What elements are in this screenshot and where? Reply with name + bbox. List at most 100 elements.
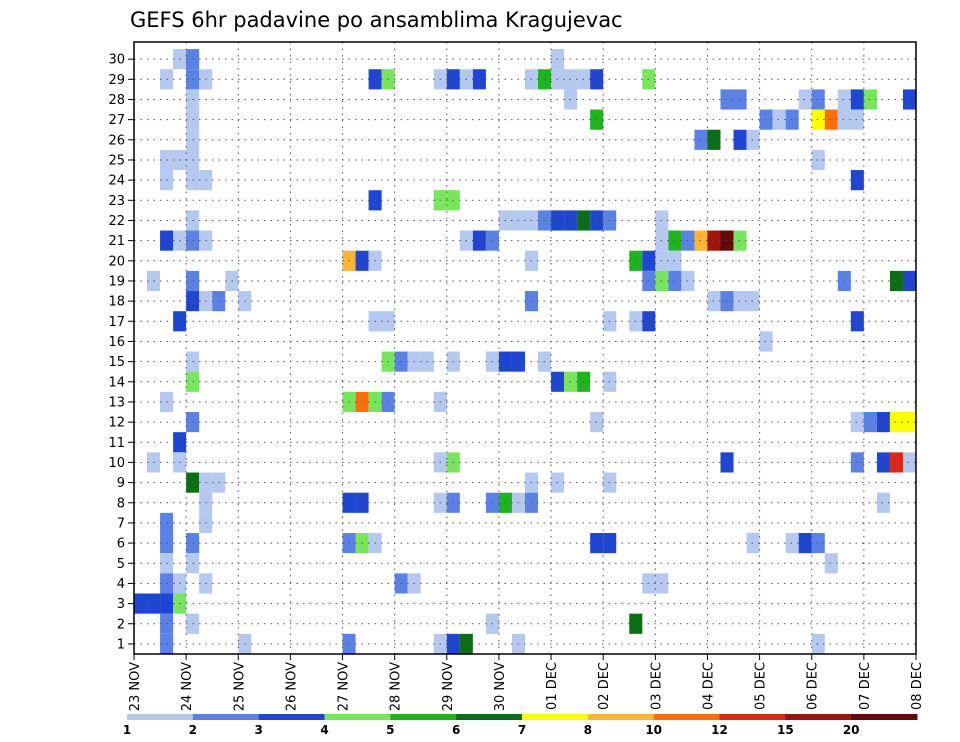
legend-label: 8 (584, 723, 592, 737)
y-tick-label: 13 (108, 395, 125, 410)
cell-149 (876, 452, 890, 473)
plot-frame (133, 41, 917, 655)
x-tick-label: 07 DEC (858, 662, 873, 710)
color-legend: 1 2 3 4 5 6 7 8 10 12 15 20 (123, 714, 918, 737)
grid-lines (134, 42, 916, 654)
legend-swatch (851, 714, 918, 720)
y-tick-label: 9 (117, 476, 125, 491)
cell-177 (746, 533, 760, 554)
cell-37 (850, 109, 864, 130)
y-tick-label: 1 (117, 637, 125, 652)
y-tick-label: 19 (108, 274, 125, 289)
y-tick-label: 8 (117, 496, 125, 511)
cell-77 (720, 230, 734, 251)
cell-50 (850, 170, 864, 191)
cell-140 (889, 412, 903, 433)
x-tick-label: 05 DEC (754, 662, 769, 710)
y-tick-label: 26 (108, 133, 125, 148)
cell-21 (720, 89, 734, 110)
cell-24 (811, 89, 825, 110)
legend-label: 3 (254, 723, 262, 737)
x-tick-label: 26 NOV (284, 662, 299, 711)
cell-183 (824, 553, 838, 574)
y-tick-label: 4 (117, 577, 125, 592)
x-tick-label: 06 DEC (806, 662, 821, 710)
legend-swatch (785, 714, 852, 720)
legend-label: 7 (518, 723, 526, 737)
y-axis: 1234567891011121314151617181920212223242… (108, 53, 134, 652)
cell-103 (720, 291, 734, 312)
cell-112 (850, 311, 864, 332)
cell-95 (889, 270, 903, 292)
y-tick-label: 29 (108, 73, 125, 88)
x-tick-label: 23 NOV (128, 662, 143, 711)
y-tick-label: 22 (108, 214, 125, 229)
cell-178 (785, 533, 799, 554)
cell-147 (720, 452, 734, 473)
cell-180 (811, 533, 825, 554)
cell-105 (746, 291, 760, 312)
legend-label: 10 (645, 723, 662, 737)
x-tick-label: 04 DEC (702, 662, 717, 710)
legend-swatch (192, 714, 260, 720)
legend-label: 15 (777, 723, 794, 737)
x-tick-label: 28 NOV (389, 662, 404, 711)
x-tick-label: 01 DEC (545, 662, 560, 710)
cell-26 (850, 89, 864, 110)
legend-swatch (324, 714, 391, 720)
x-tick-label: 29 NOV (441, 662, 456, 711)
x-tick-label: 02 DEC (597, 662, 612, 710)
y-tick-label: 3 (117, 597, 125, 612)
legend-swatch (522, 714, 589, 720)
legend-label: 2 (189, 723, 197, 737)
cell-35 (824, 109, 838, 130)
y-tick-label: 18 (108, 295, 125, 310)
y-tick-label: 28 (108, 93, 125, 108)
legend-label: 6 (452, 723, 460, 737)
cell-104 (733, 291, 747, 312)
y-tick-label: 6 (117, 537, 125, 552)
legend-swatch (127, 714, 194, 720)
y-tick-label: 2 (117, 617, 125, 632)
legend-swatch (258, 714, 325, 720)
y-tick-label: 5 (117, 557, 125, 572)
legend-label: 1 (123, 723, 131, 737)
y-tick-label: 20 (108, 254, 125, 269)
y-tick-label: 15 (108, 355, 125, 370)
y-tick-label: 27 (108, 113, 125, 128)
cell-28 (902, 89, 916, 110)
cell-42 (746, 129, 760, 150)
cell-27 (863, 89, 877, 110)
y-tick-label: 12 (108, 416, 125, 431)
x-tick-label: 30 NOV (493, 662, 508, 711)
legend-swatch (587, 714, 655, 720)
cell-23 (798, 89, 812, 110)
cell-94 (837, 270, 851, 292)
y-tick-label: 30 (108, 53, 125, 68)
cell-151 (902, 452, 916, 473)
cell-25 (837, 89, 851, 110)
legend-swatch (390, 714, 457, 720)
cell-138 (863, 412, 877, 433)
legend-label: 4 (320, 723, 328, 737)
cell-113 (759, 331, 773, 352)
x-tick-label: 03 DEC (649, 662, 664, 710)
legend-label: 5 (386, 723, 394, 737)
x-tick-label: 24 NOV (180, 662, 195, 711)
y-tick-label: 14 (108, 375, 125, 390)
legend-swatch (653, 714, 720, 720)
cell-41 (733, 129, 747, 150)
chart-title: GEFS 6hr padavine po ansamblima Kragujev… (130, 8, 623, 32)
y-tick-label: 11 (108, 436, 125, 451)
y-tick-label: 23 (108, 194, 125, 209)
cell-78 (733, 230, 747, 251)
cell-179 (798, 533, 812, 554)
cell-167 (876, 492, 890, 513)
y-tick-label: 10 (108, 456, 125, 471)
x-tick-label: 08 DEC (910, 662, 925, 710)
cell-141 (902, 412, 916, 433)
y-tick-label: 24 (108, 174, 125, 189)
y-tick-label: 25 (108, 153, 125, 168)
x-axis: 23 NOV 24 NOV 25 NOV 26 NOV 27 NOV 28 NOV 29 N… (128, 654, 925, 711)
